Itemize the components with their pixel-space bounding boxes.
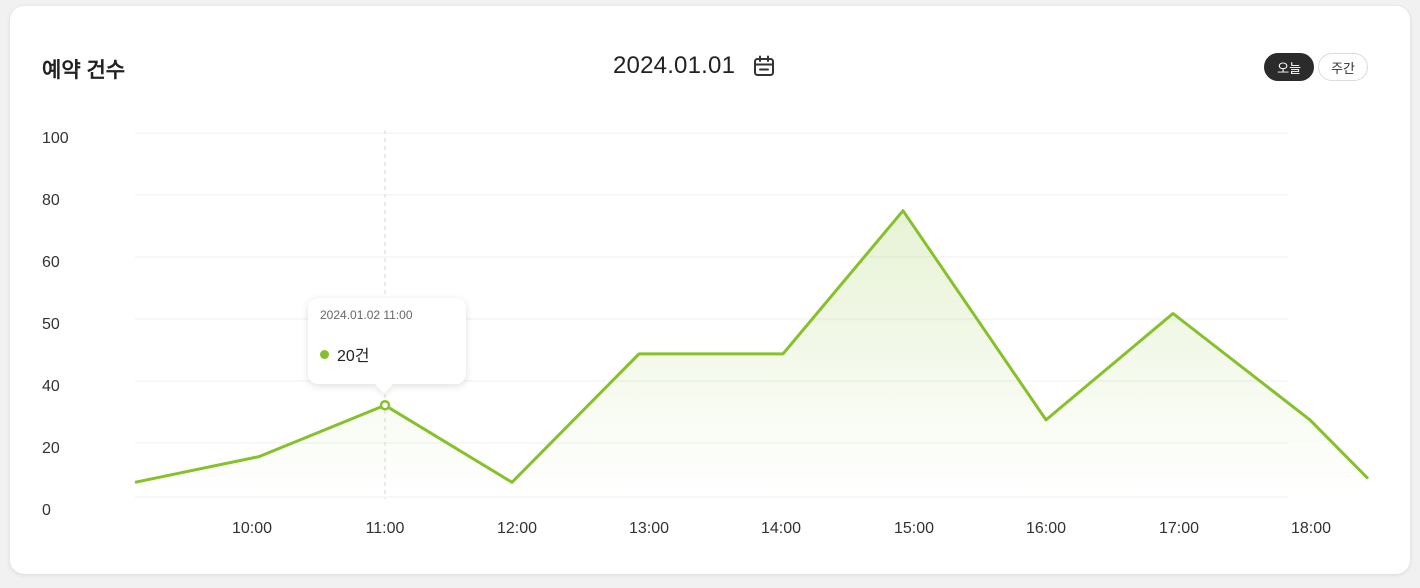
x-tick-label: 12:00 <box>497 520 537 537</box>
tooltip-date: 2024.01.02 11:00 <box>320 308 413 322</box>
y-tick-label: 100 <box>42 130 69 147</box>
date-selector: 2024.01.01 <box>613 52 775 80</box>
y-tick-label: 80 <box>42 192 60 209</box>
y-tick-label: 20 <box>42 440 60 457</box>
calendar-icon[interactable] <box>753 55 775 77</box>
weekly-button[interactable]: 주간 <box>1318 53 1368 81</box>
x-tick-label: 16:00 <box>1026 520 1066 537</box>
x-tick-label: 14:00 <box>761 520 801 537</box>
period-toggle: 오늘 주간 <box>1264 53 1368 81</box>
chart-title: 예약 건수 <box>42 59 126 82</box>
x-axis: 10:00 11:00 12:00 13:00 14:00 15:00 16:00 17:00… <box>232 520 1331 537</box>
series-line <box>134 209 1370 484</box>
y-tick-label: 0 <box>42 502 51 519</box>
tooltip-value: 20건 <box>337 348 370 365</box>
series-dot-icon <box>320 349 329 359</box>
x-tick-label: 18:00 <box>1291 520 1331 537</box>
x-tick-label: 13:00 <box>629 520 669 537</box>
series-area <box>135 210 1368 497</box>
x-tick-label: 17:00 <box>1159 520 1199 537</box>
x-tick-label: 15:00 <box>894 520 934 537</box>
selected-date: 2024.01.01 <box>613 52 736 79</box>
highlighted-data-point[interactable] <box>379 400 391 411</box>
x-tick-label: 10:00 <box>232 520 272 537</box>
data-points <box>379 400 391 411</box>
y-tick-label: 60 <box>42 254 60 271</box>
y-tick-label: 50 <box>42 316 60 333</box>
y-axis: 0 20 40 50 60 80 100 <box>42 130 69 519</box>
today-button[interactable]: 오늘 <box>1264 53 1315 81</box>
y-tick-label: 40 <box>42 378 60 395</box>
x-tick-label: 11:00 <box>366 520 405 537</box>
chart-tooltip: 2024.01.02 11:00 20건 <box>308 298 466 384</box>
tooltip-value-row: 20건 <box>320 342 370 366</box>
